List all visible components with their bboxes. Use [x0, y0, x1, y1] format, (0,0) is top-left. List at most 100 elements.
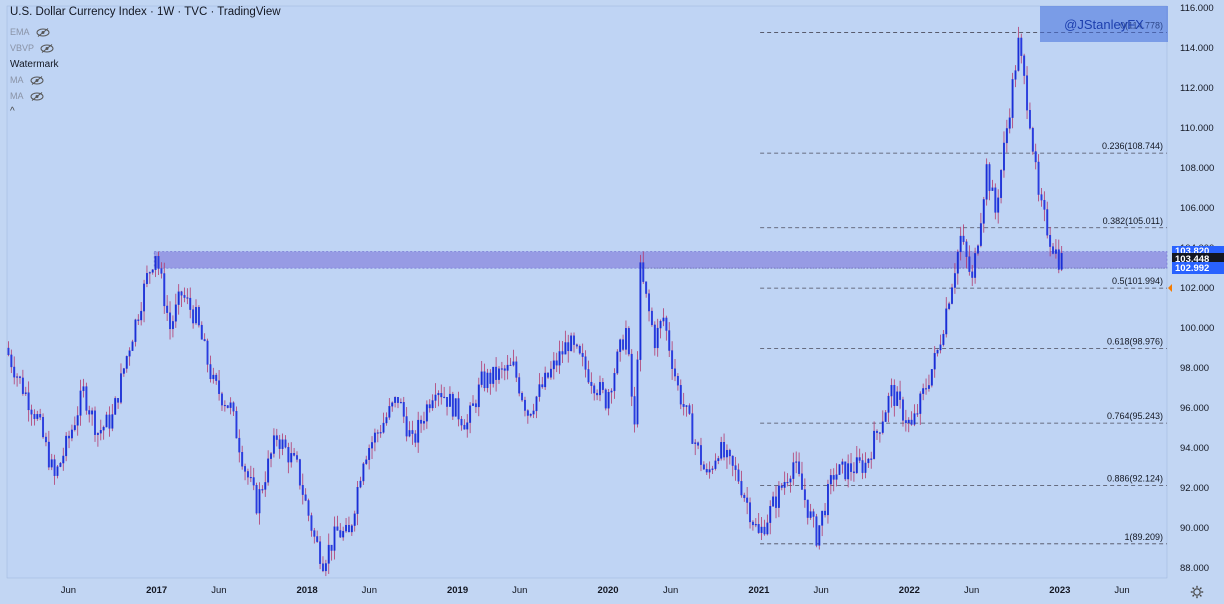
candle-body: [10, 354, 13, 368]
candle-body: [235, 411, 238, 439]
candle-body: [180, 291, 183, 296]
candle-body: [878, 432, 881, 434]
candle-body: [806, 499, 809, 518]
fib-level-label: 0.236(108.744): [1102, 141, 1163, 151]
candle-body: [500, 368, 503, 370]
candle-body: [904, 420, 907, 424]
y-tick-label: 106.000: [1180, 203, 1214, 214]
collapse-legend-button[interactable]: ^: [10, 106, 15, 117]
candle-body: [1049, 235, 1052, 247]
x-tick-label: Jun: [61, 585, 76, 596]
candle-body: [555, 360, 558, 366]
candle-body: [287, 447, 290, 463]
eye-hidden-icon[interactable]: [40, 43, 54, 53]
candle-body: [270, 453, 272, 459]
candle-body: [625, 328, 627, 350]
candle-body: [792, 462, 795, 479]
eye-hidden-icon[interactable]: [30, 91, 44, 101]
candle-body: [627, 328, 630, 355]
candle-body: [509, 364, 512, 366]
candle-body: [1000, 170, 1003, 198]
resistance-zone: [153, 251, 1168, 269]
candle-body: [411, 430, 414, 434]
candle-body: [1043, 199, 1046, 210]
x-tick-label: Jun: [663, 585, 678, 596]
candle-body: [376, 432, 379, 434]
legend-indicator-ma[interactable]: MA: [10, 72, 281, 88]
y-tick-label: 96.000: [1180, 403, 1209, 414]
y-tick-label: 98.000: [1180, 363, 1209, 374]
candle-body: [50, 459, 53, 468]
candle-body: [30, 409, 33, 415]
candle-body: [62, 455, 65, 464]
candle-body: [249, 477, 252, 479]
legend-indicator-ma[interactable]: MA: [10, 88, 281, 104]
candle-body: [789, 478, 792, 483]
candle-body: [688, 405, 691, 414]
candle-body: [21, 377, 24, 394]
y-tick-label: 94.000: [1180, 443, 1209, 454]
candle-body: [446, 397, 448, 407]
candle-body: [630, 353, 633, 397]
candle-body: [674, 368, 676, 377]
candle-body: [682, 404, 685, 407]
candle-body: [73, 425, 76, 431]
resistance-zone-rect: [153, 251, 1168, 269]
candle-body: [812, 511, 815, 517]
gear-icon[interactable]: [1190, 585, 1204, 599]
candle-body: [356, 487, 359, 514]
candle-body: [596, 392, 599, 396]
candle-body: [529, 413, 532, 416]
candle-body: [850, 463, 852, 472]
candle-body: [304, 494, 307, 501]
candle-body: [740, 481, 743, 496]
candle-body: [650, 310, 653, 326]
candle-body: [861, 460, 864, 473]
candle-body: [731, 455, 734, 466]
legend-indicator-ema[interactable]: EMA: [10, 24, 281, 40]
candle-body: [163, 273, 166, 307]
legend-indicator-watermark[interactable]: Watermark: [10, 56, 281, 72]
candle-body: [157, 256, 160, 269]
candle-body: [111, 414, 114, 429]
candle-body: [760, 526, 763, 533]
candle-body: [648, 293, 650, 312]
candle-body: [345, 524, 347, 532]
legend-indicator-vbvp[interactable]: VBVP: [10, 40, 281, 56]
candle-body: [307, 500, 310, 516]
candle-body: [171, 321, 174, 330]
candle-body: [206, 340, 209, 365]
candle-body: [956, 251, 959, 274]
watermark-text: @JStanleyFX: [1064, 16, 1144, 32]
candle-body: [24, 392, 27, 394]
candle-body: [33, 414, 36, 419]
candle-body: [858, 457, 861, 461]
candle-body: [434, 394, 437, 401]
eye-hidden-icon[interactable]: [36, 27, 50, 37]
candle-body: [281, 439, 284, 449]
candle-body: [720, 442, 723, 459]
candle-body: [844, 461, 847, 480]
candle-body: [56, 466, 59, 476]
candle-body: [394, 397, 397, 403]
candle-body: [160, 268, 163, 274]
candle-body: [558, 351, 561, 366]
candle-body: [59, 462, 62, 467]
candle-body: [1003, 142, 1005, 171]
candle-body: [385, 417, 388, 424]
candle-body: [749, 502, 751, 523]
candle-body: [766, 522, 769, 535]
candle-body: [503, 368, 506, 371]
candle-body: [506, 364, 509, 371]
candle-body: [454, 398, 457, 417]
candle-body: [480, 371, 483, 385]
candle-body: [795, 461, 798, 463]
candle-body: [339, 530, 342, 538]
indicator-label: Watermark: [10, 58, 59, 70]
candle-body: [489, 372, 492, 384]
candle-body: [925, 388, 927, 390]
candle-body: [705, 469, 708, 473]
candle-body: [821, 510, 824, 526]
eye-hidden-icon[interactable]: [30, 75, 44, 85]
